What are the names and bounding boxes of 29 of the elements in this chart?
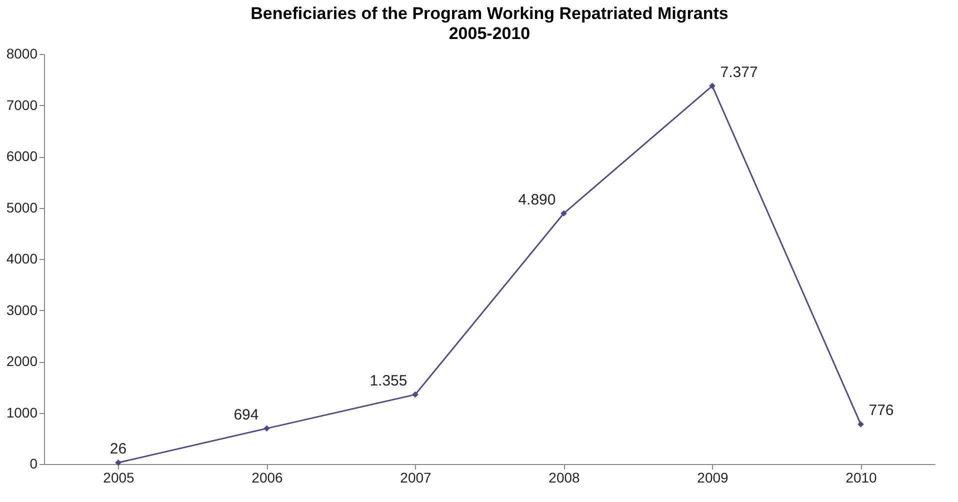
point [264,425,270,432]
x-tick-label: 2007 [400,470,432,486]
y-tick-label: 3000 [6,302,38,318]
data-label: 4.890 [518,191,556,208]
y-tick-label: 2000 [6,353,38,369]
point [560,210,567,217]
y-tick-label: 1000 [6,404,38,420]
chart-subtitle: 2005-2010 [448,24,530,43]
chart-title: Beneficiaries of the Program Working Repatriated Migrants [250,4,728,23]
y-tick-label: 4000 [6,250,38,266]
point [709,82,716,90]
data-label: 7.377 [720,64,758,81]
y-tick-label: 6000 [6,148,38,164]
y-tick-label: 8000 [6,46,38,62]
y-tick-label: 0 [30,456,38,472]
data-label: 694 [234,406,259,424]
y-tick-label: 7000 [6,96,38,113]
point [412,391,418,398]
x-tick-label: 2006 [252,470,284,486]
point [115,460,122,466]
point [858,421,864,428]
y-tick-label: 5000 [6,199,38,216]
data-label: 776 [868,402,894,420]
data-label: 1.355 [370,372,408,390]
x-tick-label: 2010 [846,470,878,486]
x-tick-label: 2008 [548,470,580,486]
x-tick-label: 2009 [697,470,729,486]
x-tick-label: 2005 [103,470,135,486]
data-label: 26 [110,440,127,458]
